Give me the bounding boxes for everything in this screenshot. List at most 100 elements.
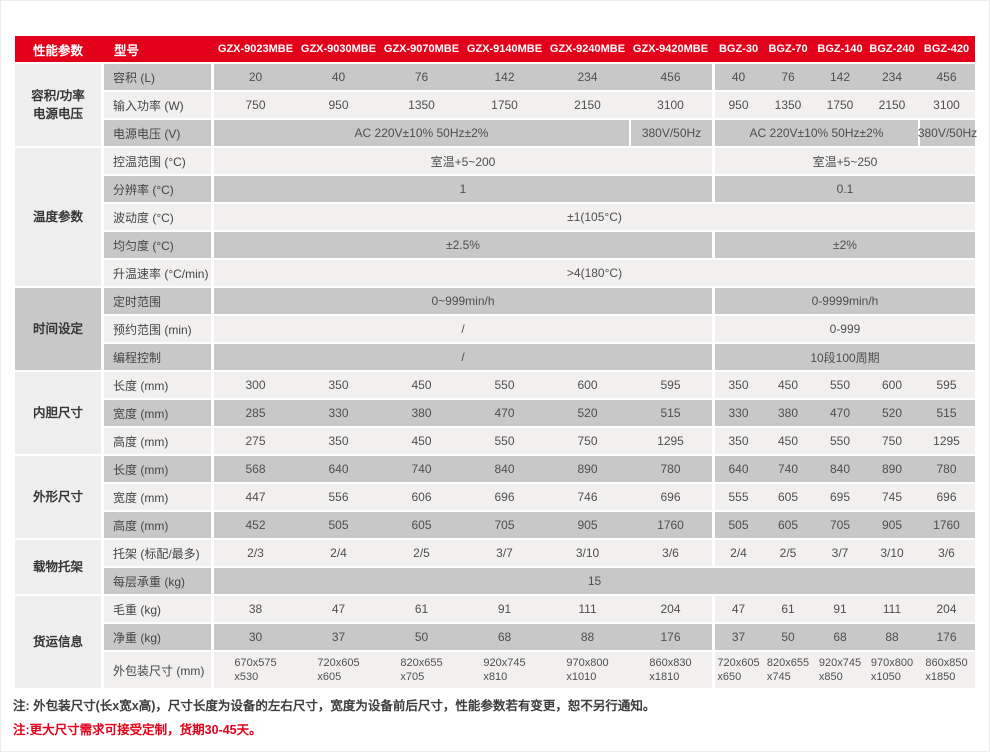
footnote-1: 注: 外包装尺寸(长x宽x高)，尺寸长度为设备的左右尺寸，宽度为设备前后尺寸，性…: [13, 699, 656, 713]
package-size-text: 720x605 x605: [317, 656, 360, 683]
model-header: GZX-9240MBE: [549, 43, 626, 55]
spec-cell: 840: [814, 456, 866, 482]
spec-cell: 3/7: [463, 540, 546, 566]
spec-cell: 950: [297, 92, 380, 118]
spec-cell: 204: [629, 596, 712, 622]
row-label: 每层承重 (kg): [104, 568, 211, 594]
spec-cell: 38: [214, 596, 297, 622]
spec-cell: 820x655 x705: [380, 652, 463, 688]
spec-cell: 91: [814, 596, 866, 622]
section-label-inner-size: 内胆尺寸: [15, 372, 101, 454]
spec-cell: 111: [866, 596, 918, 622]
spec-cell: 76: [380, 64, 463, 90]
spec-span-cell: 1: [214, 176, 712, 202]
spec-cell: 452: [214, 512, 297, 538]
spec-cell: 350: [297, 428, 380, 454]
spec-cell: 1760: [918, 512, 975, 538]
spec-cell: 350: [715, 428, 762, 454]
spec-cell: 30: [214, 624, 297, 650]
spec-cell: 50: [762, 624, 814, 650]
spec-cell: 740: [380, 456, 463, 482]
spec-cell: 750: [546, 428, 629, 454]
spec-cell: 950: [715, 92, 762, 118]
package-size-text: 860x850 x1850: [925, 656, 968, 683]
spec-cell: 1750: [463, 92, 546, 118]
row-label: 毛重 (kg): [104, 596, 211, 622]
spec-cell: 2/4: [297, 540, 380, 566]
spec-cell: 447: [214, 484, 297, 510]
spec-cell: 746: [546, 484, 629, 510]
spec-cell: 640: [715, 456, 762, 482]
section-label-time: 时间设定: [15, 288, 101, 370]
spec-cell: 1295: [918, 428, 975, 454]
spec-cell: 745: [866, 484, 918, 510]
row-label: 均匀度 (°C): [104, 232, 211, 258]
spec-span-cell: 室温+5~250: [715, 148, 975, 174]
spec-cell: 470: [814, 400, 866, 426]
spec-cell: 37: [297, 624, 380, 650]
spec-cell: 3/10: [866, 540, 918, 566]
package-size-text: 670x575 x530: [234, 656, 277, 683]
spec-cell: 61: [762, 596, 814, 622]
spec-cell: 285: [214, 400, 297, 426]
header-model-label: 型号: [114, 43, 140, 58]
package-size-text: 860x830 x1810: [649, 656, 692, 683]
spec-cell: 2150: [866, 92, 918, 118]
spec-cell: 970x800 x1010: [546, 652, 629, 688]
spec-cell: 600: [546, 372, 629, 398]
spec-cell: 606: [380, 484, 463, 510]
spec-cell: 568: [214, 456, 297, 482]
model-header: BGZ-240: [869, 43, 915, 55]
spec-cell: 176: [629, 624, 712, 650]
spec-cell: 860x830 x1810: [629, 652, 712, 688]
spec-table: 性能参数 型号 GZX-9023MBE GZX-9030MBE GZX-9070…: [15, 36, 977, 688]
spec-cell: 450: [380, 372, 463, 398]
package-size-text: 920x745 x810: [483, 656, 526, 683]
section-label-shipping: 货运信息: [15, 596, 101, 688]
spec-cell: 1350: [380, 92, 463, 118]
footnotes: 注: 外包装尺寸(长x宽x高)，尺寸长度为设备的左右尺寸，宽度为设备前后尺寸，性…: [13, 699, 655, 738]
spec-cell: 920x745 x810: [463, 652, 546, 688]
spec-cell: 3/6: [918, 540, 975, 566]
spec-cell: 234: [866, 64, 918, 90]
package-size-text: 720x605 x650: [717, 656, 760, 683]
spec-cell: 3/10: [546, 540, 629, 566]
spec-cell: 640: [297, 456, 380, 482]
spec-cell: 515: [918, 400, 975, 426]
spec-cell: 860x850 x1850: [918, 652, 975, 688]
spec-cell: 605: [762, 484, 814, 510]
spec-span-cell: /: [214, 344, 712, 370]
row-label: 长度 (mm): [104, 456, 211, 482]
row-label: 输入功率 (W): [104, 92, 211, 118]
spec-cell: 330: [297, 400, 380, 426]
section-label-temperature: 温度参数: [15, 148, 101, 286]
spec-cell: 505: [297, 512, 380, 538]
spec-cell: 696: [629, 484, 712, 510]
spec-cell: 76: [762, 64, 814, 90]
row-label: 预约范围 (min): [104, 316, 211, 342]
model-header: GZX-9140MBE: [466, 43, 543, 55]
spec-cell: 2/4: [715, 540, 762, 566]
model-header: BGZ-420: [923, 43, 970, 55]
spec-cell: 275: [214, 428, 297, 454]
spec-span-cell: /: [214, 316, 712, 342]
spec-cell: 695: [814, 484, 866, 510]
spec-cell: 705: [814, 512, 866, 538]
spec-cell: 40: [297, 64, 380, 90]
spec-cell: 605: [380, 512, 463, 538]
spec-cell: 1750: [814, 92, 866, 118]
spec-cell: 2/5: [762, 540, 814, 566]
section-label-outer-size: 外形尺寸: [15, 456, 101, 538]
spec-cell: 556: [297, 484, 380, 510]
spec-cell: 204: [918, 596, 975, 622]
model-header: GZX-9420MBE: [632, 43, 709, 55]
spec-cell: 515: [629, 400, 712, 426]
row-label: 长度 (mm): [104, 372, 211, 398]
spec-cell: 2150: [546, 92, 629, 118]
spec-cell: 330: [715, 400, 762, 426]
model-header: GZX-9070MBE: [383, 43, 460, 55]
spec-cell: 505: [715, 512, 762, 538]
spec-cell: 820x655 x745: [762, 652, 814, 688]
spec-cell: 696: [463, 484, 546, 510]
